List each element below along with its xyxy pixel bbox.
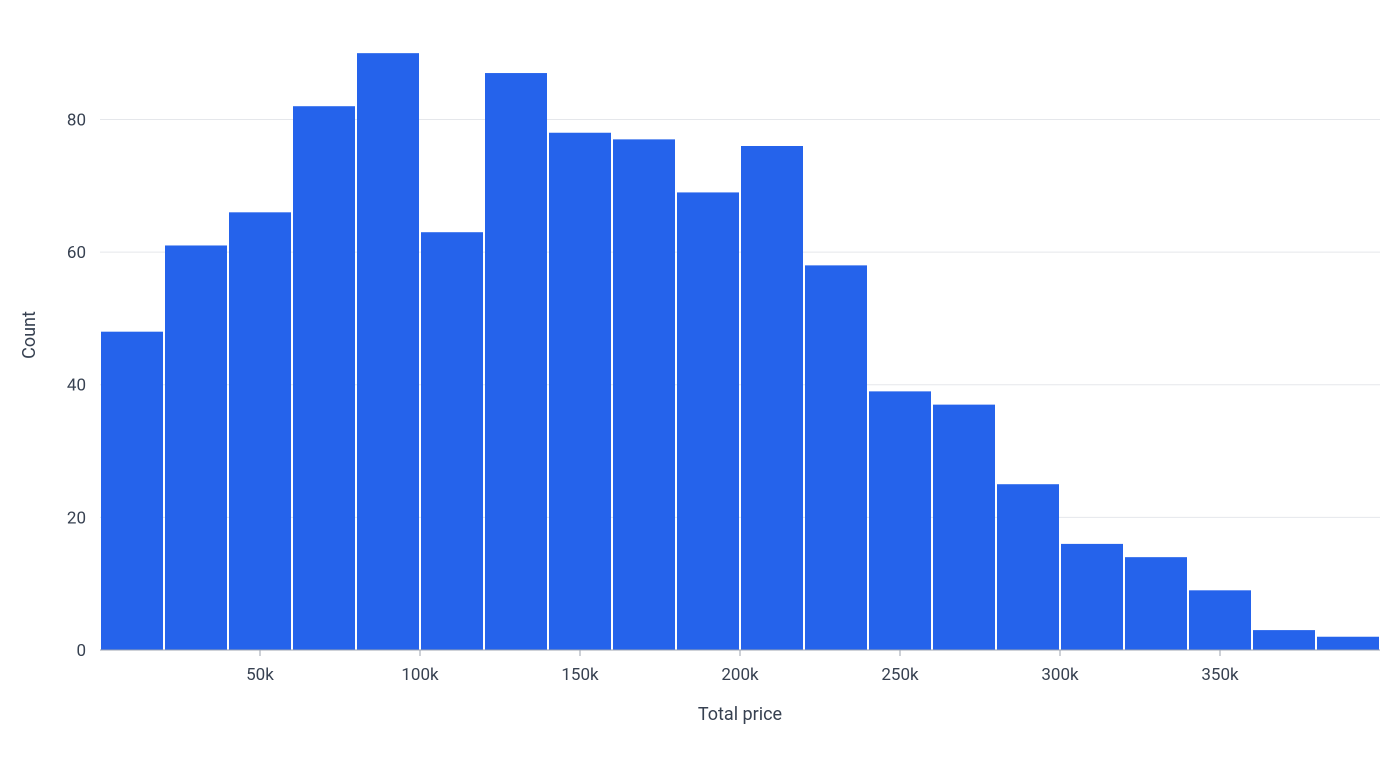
histogram-bar <box>1125 557 1187 650</box>
y-tick-label: 80 <box>67 110 86 130</box>
histogram-bar <box>165 245 227 650</box>
histogram-bar <box>677 192 739 650</box>
chart-svg: 50k 100k 150k 200k 250k 300k 350k 0 20 40 60 80 Tota… <box>0 0 1400 758</box>
histogram-bar <box>421 232 483 650</box>
histogram-bar <box>101 332 163 650</box>
histogram-bar <box>805 265 867 650</box>
x-tick-label: 200k <box>721 665 759 685</box>
histogram-bar <box>613 139 675 650</box>
histogram-bar <box>549 133 611 650</box>
histogram-bar <box>1317 637 1379 650</box>
histogram-bar <box>869 391 931 650</box>
histogram-bar <box>357 53 419 650</box>
x-tick-label: 300k <box>1041 665 1079 685</box>
histogram-bar <box>485 73 547 650</box>
histogram-bar <box>1253 630 1315 650</box>
x-tick-label: 150k <box>561 665 599 685</box>
histogram-bar <box>741 146 803 650</box>
histogram-bar <box>1189 590 1251 650</box>
x-axis-title: Total price <box>698 704 782 725</box>
x-tick-label: 50k <box>246 665 274 685</box>
histogram-bar <box>1061 544 1123 650</box>
y-tick-label: 60 <box>67 243 86 263</box>
histogram-chart: 50k 100k 150k 200k 250k 300k 350k 0 20 40 60 80 Tota… <box>0 0 1400 758</box>
y-tick-label: 20 <box>67 508 86 528</box>
histogram-bar <box>933 405 995 650</box>
y-tick-label: 0 <box>76 641 86 661</box>
histogram-bar <box>997 484 1059 650</box>
y-tick-label: 40 <box>67 376 86 396</box>
y-axis-title: Count <box>19 311 40 359</box>
x-tick-label: 350k <box>1201 665 1239 685</box>
x-tick-label: 100k <box>401 665 439 685</box>
x-tick-label: 250k <box>881 665 919 685</box>
histogram-bar <box>229 212 291 650</box>
histogram-bar <box>293 106 355 650</box>
